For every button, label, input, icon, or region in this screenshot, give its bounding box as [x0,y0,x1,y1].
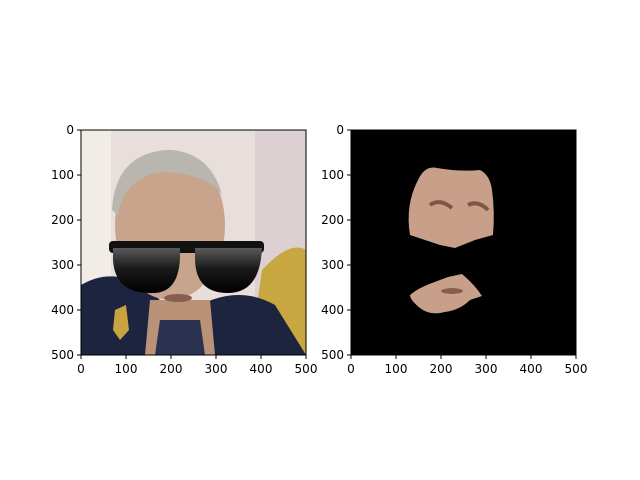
right-xtick-label: 100 [385,362,408,376]
left-xtick-label: 400 [250,362,273,376]
right-xtick-label: 400 [520,362,543,376]
left-ytick-label: 200 [51,213,74,227]
right-ytick-label: 300 [321,258,344,272]
left-xtick-label: 300 [205,362,228,376]
right-xtick-label: 200 [430,362,453,376]
left-ytick-label: 100 [51,168,74,182]
right-xtick-label: 0 [347,362,355,376]
right-xtick-label: 300 [475,362,498,376]
right-xtick-label: 500 [565,362,588,376]
left-xtick-label: 200 [160,362,183,376]
left-ytick-label: 500 [51,348,74,362]
right-ytick-label: 200 [321,213,344,227]
right-ytick-label: 400 [321,303,344,317]
left-ytick-label: 400 [51,303,74,317]
left-xtick-label: 0 [77,362,85,376]
right-ytick-label: 100 [321,168,344,182]
right-ytick-label: 0 [336,123,344,137]
right-image [351,130,576,355]
left-ytick-label: 300 [51,258,74,272]
left-axes-frame [80,129,307,356]
left-ytick-label: 0 [66,123,74,137]
left-xtick-label: 100 [115,362,138,376]
right-ytick-label: 500 [321,348,344,362]
right-axes-frame [350,129,577,356]
left-image [81,130,306,355]
left-xtick-label: 500 [295,362,318,376]
